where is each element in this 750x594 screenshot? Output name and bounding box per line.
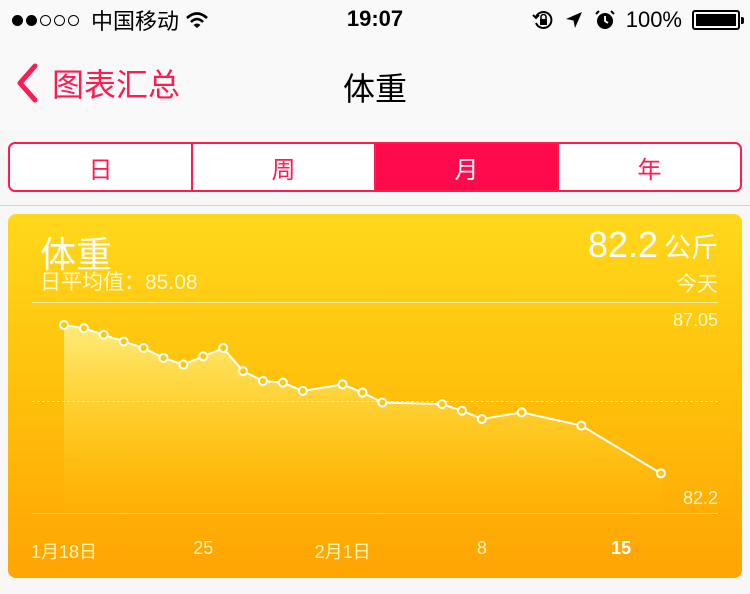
data-point-8: [219, 344, 227, 352]
data-point-18: [478, 415, 486, 423]
data-point-10: [259, 377, 267, 385]
data-point-2: [100, 331, 108, 339]
page-title: 体重: [0, 64, 750, 110]
segment-week[interactable]: 周: [193, 144, 376, 190]
data-point-11: [279, 379, 287, 387]
data-point-19: [518, 408, 526, 416]
rotation-lock-icon: [532, 9, 554, 31]
battery-percent: 100%: [626, 7, 682, 33]
data-point-20: [577, 422, 585, 430]
data-point-17: [458, 407, 466, 415]
battery-icon: [692, 10, 740, 30]
x-tick-label-0: 1月18日: [31, 538, 97, 564]
data-point-3: [120, 337, 128, 345]
data-point-12: [299, 387, 307, 395]
data-point-16: [438, 400, 446, 408]
x-tick-label-4: 15: [611, 538, 631, 559]
data-point-7: [199, 352, 207, 360]
x-tick-label-2: 2月1日: [315, 538, 371, 564]
status-right: 100%: [532, 6, 740, 34]
navigation-bar: 图表汇总 体重: [0, 40, 750, 130]
divider: [0, 205, 750, 206]
x-axis-labels: 1月18日 25 2月1日 8 15: [8, 538, 742, 562]
segment-year[interactable]: 年: [559, 144, 740, 190]
weight-chart-card[interactable]: 体重 日平均值：85.08 82.2 公斤 今天 87.05 82.2 1月18日…: [8, 214, 742, 578]
data-point-6: [179, 361, 187, 369]
data-point-9: [239, 367, 247, 375]
weight-line-chart: [8, 214, 742, 578]
x-tick-label-3: 8: [477, 538, 487, 559]
data-point-4: [140, 344, 148, 352]
segment-month[interactable]: 月: [376, 144, 559, 190]
data-point-15: [378, 398, 386, 406]
data-point-14: [359, 389, 367, 397]
location-icon: [564, 10, 584, 30]
data-point-13: [339, 380, 347, 388]
segment-day[interactable]: 日: [10, 144, 193, 190]
period-segmented-control: 日 周 月 年: [8, 142, 742, 192]
status-bar: 中国移动 19:07 100%: [0, 0, 750, 40]
x-tick-label-1: 25: [193, 538, 213, 559]
data-point-21: [657, 469, 665, 477]
alarm-icon: [594, 9, 616, 31]
data-point-1: [80, 324, 88, 332]
data-point-0: [60, 321, 68, 329]
data-point-5: [160, 354, 168, 362]
